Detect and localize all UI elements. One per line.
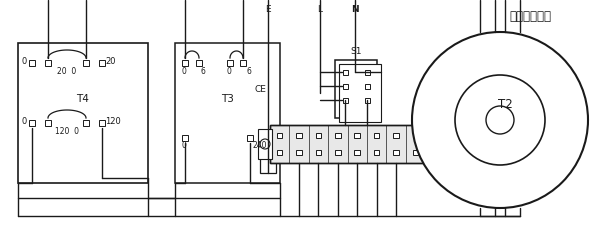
Bar xyxy=(296,133,302,138)
Bar xyxy=(18,43,148,183)
Bar xyxy=(355,133,360,138)
Text: 20: 20 xyxy=(106,58,116,66)
Bar xyxy=(365,98,370,103)
Bar xyxy=(343,84,347,89)
Text: 6: 6 xyxy=(247,66,251,75)
Circle shape xyxy=(486,106,514,134)
Bar xyxy=(423,129,437,159)
Bar xyxy=(196,60,202,66)
Circle shape xyxy=(455,75,545,165)
Text: T3: T3 xyxy=(221,94,234,104)
Bar xyxy=(247,135,253,141)
Bar xyxy=(365,69,370,74)
Circle shape xyxy=(425,139,435,149)
Text: T2: T2 xyxy=(497,99,512,111)
Bar xyxy=(413,133,418,138)
Text: 0: 0 xyxy=(22,58,26,66)
Bar xyxy=(374,133,379,138)
Bar xyxy=(316,150,321,155)
Circle shape xyxy=(412,32,588,208)
Text: S1: S1 xyxy=(350,48,362,56)
Bar xyxy=(355,150,360,155)
Text: E: E xyxy=(265,5,271,15)
Text: 6: 6 xyxy=(200,66,205,75)
Text: CE: CE xyxy=(254,85,266,94)
Bar xyxy=(45,60,51,66)
Text: 120: 120 xyxy=(105,118,121,127)
Text: 0: 0 xyxy=(182,142,187,150)
Bar xyxy=(277,133,283,138)
Bar xyxy=(365,84,370,89)
Bar xyxy=(316,133,321,138)
Text: 0: 0 xyxy=(22,118,26,127)
Bar xyxy=(99,120,105,126)
Bar xyxy=(277,150,283,155)
Bar xyxy=(335,60,377,118)
Bar xyxy=(393,150,398,155)
Text: 120  0: 120 0 xyxy=(55,127,79,135)
Bar xyxy=(343,69,347,74)
Bar xyxy=(182,135,188,141)
Bar xyxy=(29,60,35,66)
Bar xyxy=(339,64,381,122)
Bar xyxy=(393,133,398,138)
Text: 0: 0 xyxy=(182,66,187,75)
Text: 副边电压输出: 副边电压输出 xyxy=(509,10,551,23)
Text: N: N xyxy=(351,5,359,15)
Bar xyxy=(175,43,280,183)
Text: 20  0: 20 0 xyxy=(58,66,77,75)
Bar xyxy=(99,60,105,66)
Bar xyxy=(182,60,188,66)
Bar xyxy=(270,125,425,163)
Text: L: L xyxy=(317,5,323,15)
Bar xyxy=(260,153,276,173)
Bar xyxy=(335,133,341,138)
Bar xyxy=(83,60,89,66)
Bar xyxy=(45,120,51,126)
Text: 240: 240 xyxy=(253,142,267,150)
Bar xyxy=(240,60,246,66)
Text: 0: 0 xyxy=(227,66,232,75)
Bar xyxy=(258,129,272,159)
Bar xyxy=(83,120,89,126)
Bar xyxy=(413,150,418,155)
Bar xyxy=(227,60,233,66)
Text: T4: T4 xyxy=(77,94,89,104)
Bar xyxy=(296,150,302,155)
Bar xyxy=(374,150,379,155)
Bar xyxy=(29,120,35,126)
Circle shape xyxy=(260,139,270,149)
Bar xyxy=(335,150,341,155)
Bar xyxy=(343,98,347,103)
Bar xyxy=(270,125,425,163)
